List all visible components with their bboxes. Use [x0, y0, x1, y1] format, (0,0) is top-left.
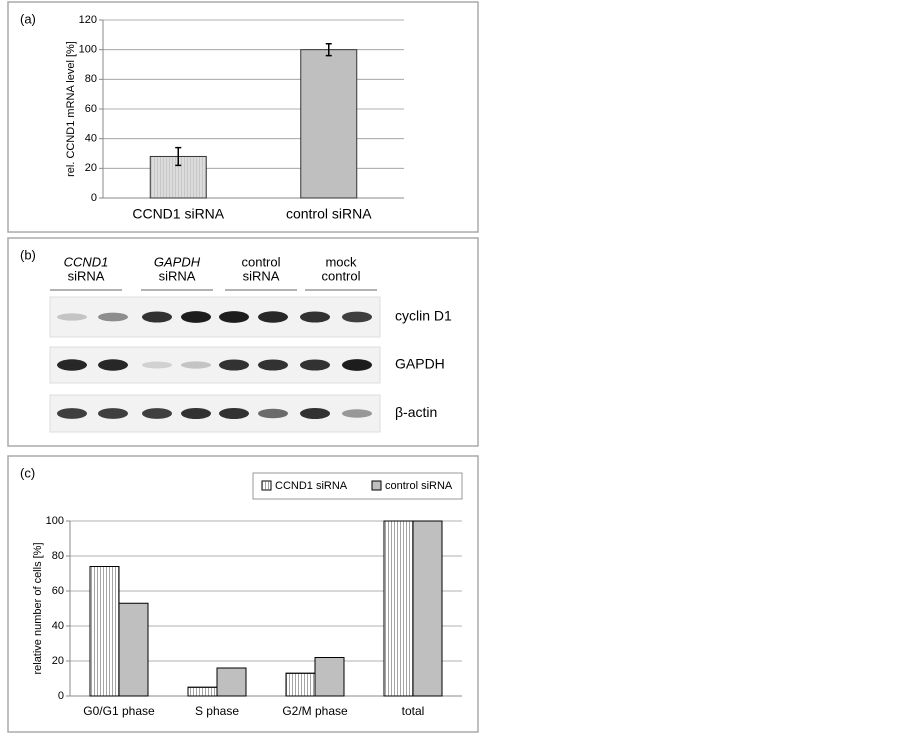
bar-texture	[383, 520, 414, 697]
blot-band	[219, 359, 249, 371]
y-axis-label: relative number of cells [%]	[32, 542, 44, 674]
y-tick-label: 60	[52, 585, 64, 597]
y-tick-label: 80	[52, 550, 64, 562]
x-tick-label: control siRNA	[286, 206, 372, 222]
blot-band	[142, 311, 172, 323]
blot-band	[219, 407, 249, 420]
bar	[216, 667, 247, 697]
blot-band	[142, 361, 172, 369]
panel-b	[7, 237, 479, 447]
protein-label: β-actin	[395, 404, 437, 420]
legend-label: control siRNA	[385, 480, 453, 492]
legend-swatch	[371, 480, 382, 491]
x-tick-label: G2/M phase	[282, 704, 348, 718]
lane-label: siRNA	[243, 268, 280, 283]
error-bar	[325, 42, 332, 57]
legend-label: CCND1 siRNA	[275, 480, 348, 492]
y-tick-label: 20	[85, 162, 97, 174]
blot-band	[142, 408, 172, 419]
lane-label: GAPDH	[154, 254, 201, 269]
lane-label: siRNA	[159, 268, 196, 283]
blot-band	[219, 311, 249, 323]
y-tick-label: 40	[85, 133, 97, 145]
y-tick-label: 20	[52, 655, 64, 667]
blot-band	[181, 311, 211, 323]
bar	[300, 49, 358, 199]
panel-label: (b)	[20, 247, 36, 262]
bar-texture	[89, 566, 120, 697]
panel-c	[7, 455, 479, 733]
x-tick-label: G0/G1 phase	[83, 704, 155, 718]
panel-label: (a)	[20, 11, 36, 26]
blot-band	[57, 408, 87, 419]
blot-band	[98, 408, 128, 419]
blot-band	[57, 313, 87, 321]
y-tick-label: 0	[58, 690, 64, 702]
blot-band	[98, 359, 128, 371]
blot-band	[181, 407, 211, 420]
bar	[412, 520, 443, 697]
panel-label: (c)	[20, 465, 35, 480]
bar-texture	[187, 686, 218, 697]
bar	[314, 657, 345, 697]
blot-band	[258, 408, 288, 419]
blot-band	[300, 407, 330, 420]
y-tick-label: 40	[52, 620, 64, 632]
y-tick-label: 120	[79, 14, 97, 26]
error-bar	[175, 146, 182, 167]
y-axis-label: rel. CCND1 mRNA level [%]	[65, 41, 77, 177]
blot-band	[342, 409, 372, 418]
blot-band	[98, 312, 128, 322]
blot-band	[300, 311, 330, 323]
bar-texture	[285, 672, 316, 697]
blot-band	[342, 359, 372, 371]
lane-label: control	[241, 254, 280, 269]
y-tick-label: 60	[85, 103, 97, 115]
lane-label: control	[321, 268, 360, 283]
blot-band	[57, 359, 87, 371]
protein-label: GAPDH	[395, 356, 445, 372]
blot-band	[300, 359, 330, 371]
legend-box	[252, 472, 463, 500]
lane-label: CCND1	[64, 254, 109, 269]
blot-band	[258, 359, 288, 371]
x-tick-label: S phase	[195, 704, 239, 718]
blot-band	[181, 361, 211, 369]
y-tick-label: 100	[46, 515, 64, 527]
protein-label: cyclin D1	[395, 308, 452, 324]
x-tick-label: total	[402, 704, 425, 718]
y-tick-label: 0	[91, 192, 97, 204]
y-tick-label: 100	[79, 44, 97, 56]
x-tick-label: CCND1 siRNA	[132, 206, 224, 222]
blot-band	[258, 311, 288, 323]
panel-a	[7, 1, 479, 233]
lane-label: mock	[325, 254, 357, 269]
y-tick-label: 80	[85, 73, 97, 85]
blot-band	[342, 311, 372, 323]
lane-label: siRNA	[68, 268, 105, 283]
legend-swatch-texture	[262, 481, 271, 490]
bar	[118, 602, 149, 697]
